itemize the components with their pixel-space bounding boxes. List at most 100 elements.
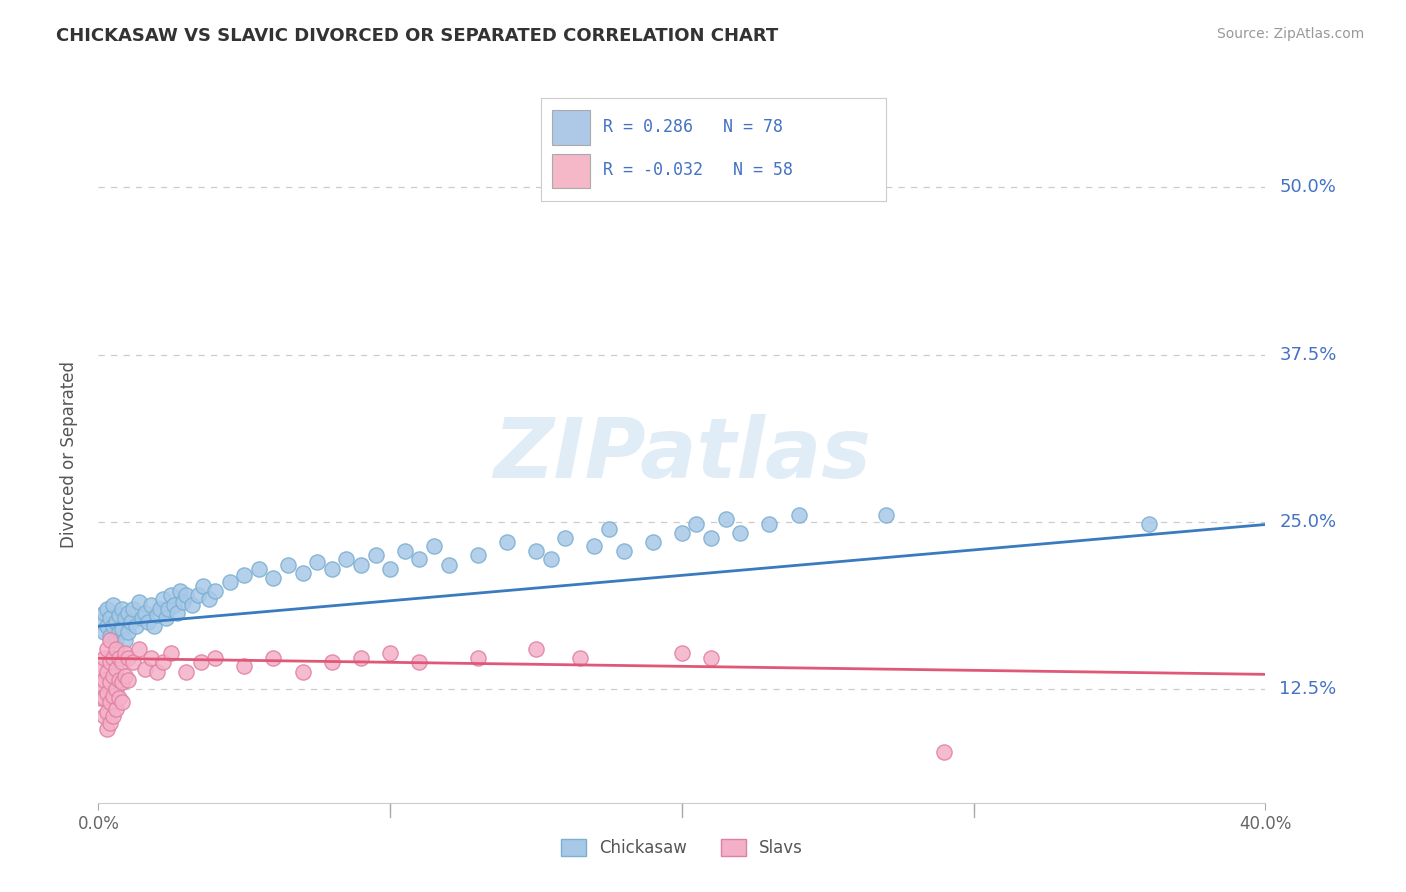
- Point: [108, 651, 131, 665]
- Point: [98, 632, 121, 647]
- Text: ZIPatlas: ZIPatlas: [494, 415, 870, 495]
- Point: [204, 584, 226, 599]
- Point: [437, 558, 460, 572]
- Point: [277, 558, 299, 572]
- Point: [128, 595, 150, 609]
- Point: [93, 708, 115, 723]
- Point: [128, 642, 150, 657]
- Text: 25.0%: 25.0%: [1279, 513, 1337, 531]
- Point: [96, 642, 118, 657]
- Point: [190, 655, 212, 669]
- Point: [93, 606, 115, 620]
- Point: [350, 558, 373, 572]
- Point: [700, 651, 723, 665]
- Point: [157, 602, 180, 616]
- Point: [149, 602, 172, 616]
- Point: [321, 562, 343, 576]
- Point: [114, 646, 136, 660]
- Point: [408, 655, 430, 669]
- Point: [122, 655, 145, 669]
- Point: [125, 619, 148, 633]
- Point: [104, 632, 127, 647]
- Point: [394, 544, 416, 558]
- Point: [247, 562, 270, 576]
- Point: [934, 745, 956, 759]
- Point: [104, 642, 127, 657]
- Point: [583, 539, 606, 553]
- Point: [101, 598, 124, 612]
- Point: [117, 673, 139, 687]
- Point: [568, 651, 591, 665]
- Point: [187, 589, 209, 603]
- Point: [90, 662, 112, 676]
- Text: Source: ZipAtlas.com: Source: ZipAtlas.com: [1216, 27, 1364, 41]
- Point: [495, 535, 517, 549]
- Point: [90, 678, 112, 692]
- Point: [104, 662, 127, 676]
- Point: [117, 624, 139, 639]
- Point: [233, 568, 256, 582]
- Point: [198, 592, 221, 607]
- Point: [93, 624, 115, 639]
- Point: [787, 508, 810, 523]
- Point: [93, 673, 115, 687]
- Point: [307, 555, 329, 569]
- Point: [350, 651, 373, 665]
- Point: [131, 611, 153, 625]
- Point: [117, 606, 139, 620]
- Point: [700, 531, 723, 545]
- Point: [101, 651, 124, 665]
- Point: [108, 624, 131, 639]
- Point: [98, 611, 121, 625]
- Point: [96, 686, 118, 700]
- Point: [139, 598, 162, 612]
- Point: [101, 708, 124, 723]
- Point: [96, 705, 118, 719]
- Point: [122, 602, 145, 616]
- Point: [169, 584, 191, 599]
- Point: [875, 508, 897, 523]
- Point: [172, 595, 194, 609]
- Point: [98, 696, 121, 710]
- Point: [291, 566, 314, 580]
- Point: [152, 592, 174, 607]
- Point: [152, 655, 174, 669]
- Point: [160, 646, 183, 660]
- Point: [134, 662, 156, 676]
- Point: [160, 589, 183, 603]
- Bar: [551, 111, 589, 145]
- Point: [758, 517, 780, 532]
- Point: [540, 552, 562, 566]
- Point: [142, 619, 165, 633]
- Point: [93, 651, 115, 665]
- Point: [96, 723, 118, 737]
- Point: [641, 535, 664, 549]
- Text: R = 0.286   N = 78: R = 0.286 N = 78: [603, 118, 783, 136]
- Point: [554, 531, 576, 545]
- Point: [364, 548, 387, 563]
- Point: [114, 611, 136, 625]
- Y-axis label: Divorced or Separated: Divorced or Separated: [59, 361, 77, 549]
- Point: [98, 628, 121, 642]
- Point: [108, 673, 131, 687]
- Point: [96, 619, 118, 633]
- Point: [524, 544, 547, 558]
- Point: [378, 646, 402, 660]
- Point: [612, 544, 634, 558]
- Point: [98, 655, 121, 669]
- Point: [423, 539, 446, 553]
- Point: [174, 665, 197, 679]
- Point: [378, 562, 402, 576]
- Text: R = -0.032   N = 58: R = -0.032 N = 58: [603, 161, 793, 179]
- Point: [291, 665, 314, 679]
- Point: [1137, 517, 1160, 532]
- Text: 37.5%: 37.5%: [1279, 345, 1337, 364]
- Point: [685, 517, 707, 532]
- Point: [598, 521, 620, 535]
- Point: [98, 675, 121, 690]
- Point: [108, 691, 131, 706]
- Point: [139, 651, 162, 665]
- Point: [117, 651, 139, 665]
- Point: [114, 669, 136, 683]
- Point: [108, 608, 131, 623]
